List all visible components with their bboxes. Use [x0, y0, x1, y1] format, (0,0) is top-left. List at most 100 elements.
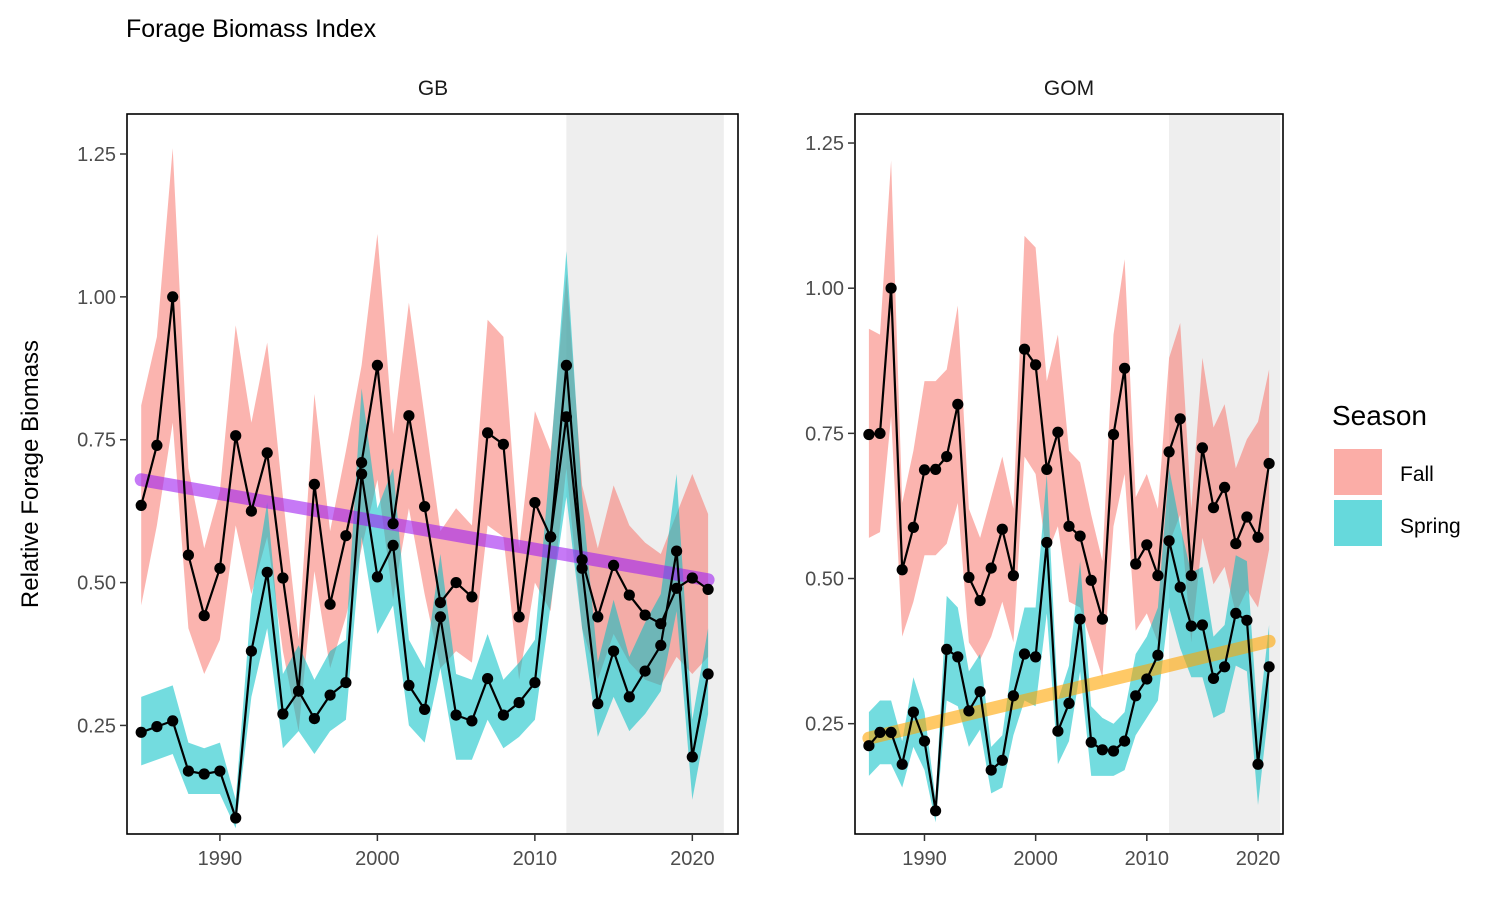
panel-gb-spring-point-2012 [560, 411, 573, 423]
panel-gom-spring-point-1999 [1018, 648, 1031, 660]
panel-gom-spring-point-1997 [996, 754, 1008, 766]
panel-gom-spring-point-1985 [863, 740, 875, 752]
panel-gom-ytick-label: 0.50 [805, 569, 844, 591]
panel-gom-spring-point-2005 [1085, 736, 1097, 748]
panel-gb: GB 0.25 0.50 0.75 1.00 1.25 1990 2000 2010 2020 [77, 77, 739, 870]
panel-gom-spring-point-2012 [1163, 535, 1175, 547]
panel-gb-xtick-label: 2020 [670, 848, 715, 870]
panel-gom-spring-point-2013 [1174, 581, 1186, 593]
panel-gb-fall-point-1990 [214, 562, 226, 574]
legend: Season Fall Spring [1332, 400, 1461, 546]
panel-gom-ytick-label: 0.25 [805, 714, 844, 736]
panel-gb-fall-point-2008 [497, 438, 509, 450]
panel-gb-fall-point-2000 [371, 359, 383, 371]
panel-gom-spring-point-1994 [963, 705, 975, 717]
panel-gb-spring-point-2013 [576, 562, 588, 574]
panel-gb-strip-label: GB [418, 77, 448, 100]
panel-gom-fall-point-2019 [1241, 511, 1253, 523]
panel-gb-fall-point-2010 [529, 497, 541, 509]
panel-gom-fall-point-2001 [1041, 463, 1053, 475]
panel-gom-spring-point-1987 [885, 726, 897, 739]
panel-gom-fall-point-1986 [874, 427, 886, 439]
panel-gb-spring-point-1989 [198, 768, 210, 780]
panel-gb-spring-point-1998 [340, 677, 352, 689]
panel-gb-ytick-label: 0.25 [77, 715, 116, 737]
panel-gom-spring-point-1993 [952, 651, 964, 663]
panel-gb-spring-point-1997 [324, 689, 336, 701]
panel-gom-xtick-label: 2010 [1125, 848, 1170, 870]
panel-gom-spring-point-2003 [1063, 697, 1075, 710]
panel-gb-spring-point-1999 [356, 468, 368, 480]
panel-gom-spring-point-2002 [1052, 725, 1064, 737]
panel-gom: GOM 0.25 0.50 0.75 1.00 1.25 1990 2000 2010 202… [805, 77, 1284, 870]
panel-gb-spring-ribbon [141, 251, 709, 829]
panel-gom-ytick-label: 1.00 [805, 278, 844, 300]
panel-gb-fall-point-1985 [135, 499, 147, 511]
panel-gb-ytick-label: 1.00 [77, 287, 116, 309]
panel-gom-spring-point-1992 [941, 643, 953, 656]
panel-gom-xtick-label: 2000 [1013, 848, 1058, 870]
legend-key-fall [1334, 449, 1382, 495]
panel-gom-xtick-label: 2020 [1236, 848, 1281, 870]
panel-gom-fall-point-1994 [963, 571, 975, 584]
panel-gom-spring-point-2015 [1196, 619, 1208, 631]
panel-gb-fall-point-2016 [623, 589, 635, 601]
panel-gom-fall-point-2009 [1130, 558, 1142, 570]
panel-gom-ytick-label: 1.25 [805, 133, 844, 155]
panel-gom-fall-point-2010 [1141, 539, 1153, 551]
panel-gom-fall-point-2021 [1263, 457, 1275, 470]
legend-title: Season [1332, 400, 1427, 431]
panel-gb-fall-point-2021 [702, 583, 714, 596]
panel-gb-fall-point-2015 [608, 559, 620, 572]
panel-gom-fall-point-1996 [985, 562, 997, 574]
panel-gb-fall-point-1986 [151, 439, 163, 451]
panel-gom-fall-point-1988 [896, 564, 908, 576]
panel-gb-ytick-label: 0.50 [77, 573, 116, 595]
panel-gom-spring-point-1998 [1007, 690, 1020, 702]
panel-gom-trend-line [862, 634, 1276, 745]
panel-gom-spring-point-2017 [1219, 661, 1231, 673]
panel-gom-fall-point-1998 [1007, 570, 1020, 582]
panel-gb-spring-point-1991 [230, 812, 242, 824]
panel-gb-spring-point-2007 [482, 673, 494, 685]
panel-gom-fall-point-1987 [885, 282, 897, 294]
panel-gom-spring-point-2004 [1074, 613, 1086, 625]
panel-gb-fall-point-1996 [308, 478, 320, 490]
panel-gb-spring-point-2006 [466, 715, 478, 727]
panel-gom-fall-point-1992 [941, 451, 953, 463]
panel-gb-spring-point-2016 [623, 691, 635, 703]
panel-gb-xtick-label: 2010 [513, 848, 558, 870]
panel-gom-strip-label: GOM [1044, 77, 1094, 100]
panel-gom-fall-point-2008 [1119, 362, 1131, 374]
panel-gb-spring-point-2011 [545, 531, 557, 543]
panel-gom-fall-point-1995 [974, 595, 986, 607]
panel-gb-fall-point-1999 [356, 457, 368, 469]
panel-gom-fall-point-2018 [1230, 538, 1242, 550]
panel-gb-spring-point-1987 [167, 715, 179, 727]
panel-gom-fall-point-2006 [1096, 613, 1108, 625]
panel-gb-fall-point-2018 [655, 618, 667, 630]
panel-gom-fall-point-2003 [1063, 520, 1075, 532]
panel-gom-fall-point-2000 [1030, 359, 1042, 371]
panel-gb-xtick-label: 2000 [355, 848, 400, 870]
panel-gb-spring-point-2010 [529, 677, 541, 689]
panel-gb-spring-point-2019 [671, 545, 683, 557]
panel-gb-xtick-label: 1990 [198, 848, 243, 870]
panel-gb-spring-point-2005 [450, 709, 462, 721]
panel-gb-spring-point-2017 [639, 665, 651, 677]
panel-gom-fall-point-2014 [1185, 570, 1197, 582]
panel-gom-fall-ribbon [868, 160, 1270, 678]
panel-gb-fall-point-2006 [466, 591, 478, 603]
panel-gb-ytick-label: 1.25 [77, 144, 116, 166]
panel-gb-spring-point-2014 [592, 698, 604, 710]
panel-gom-spring-point-2019 [1241, 614, 1253, 626]
panel-gb-fall-point-1993 [261, 447, 273, 459]
panel-gom-spring-point-2009 [1130, 690, 1142, 702]
panel-gb-spring-point-2008 [497, 709, 509, 721]
panel-gom-spring-point-1995 [974, 686, 986, 698]
panel-gb-fall-point-2001 [387, 518, 399, 530]
panel-gom-ytick-label: 0.75 [805, 423, 844, 445]
panel-gom-fall-point-2011 [1152, 570, 1164, 582]
panel-gom-fall-point-1997 [996, 523, 1008, 535]
panel-gom-spring-point-2011 [1152, 649, 1164, 661]
